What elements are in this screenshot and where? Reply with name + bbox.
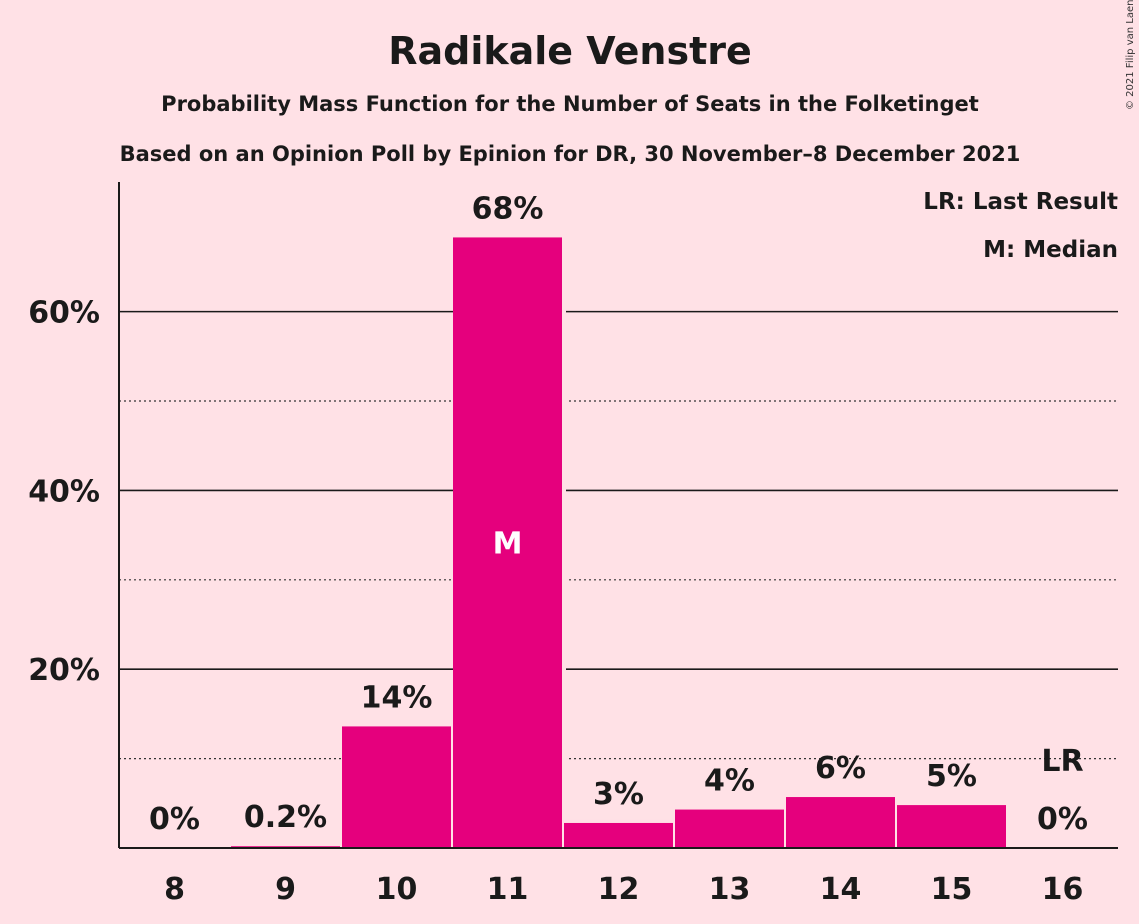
x-tick-label: 16 (1042, 872, 1084, 907)
chart-source-subtitle: Based on an Opinion Poll by Epinion for … (120, 142, 1021, 166)
bar-value-label: 6% (815, 751, 866, 786)
x-tick-label: 8 (164, 872, 185, 907)
axes (118, 182, 1118, 849)
last-result-marker: LR (1041, 744, 1083, 779)
y-tick-label: 40% (28, 474, 100, 509)
median-marker: M (493, 527, 523, 562)
bar (675, 809, 784, 848)
bar-value-label: 68% (472, 191, 544, 226)
bar-value-label: 0% (149, 802, 200, 837)
copyright-text: © 2021 Filip van Laenen (1125, 0, 1136, 110)
chart-title: Radikale Venstre (388, 29, 752, 73)
x-tick-label: 13 (709, 872, 751, 907)
bars (231, 234, 1010, 848)
bar-halo (232, 843, 344, 848)
chart-subtitle: Probability Mass Function for the Number… (161, 92, 979, 116)
x-tick-label: 15 (931, 872, 973, 907)
bar-value-label: 0.2% (244, 800, 327, 835)
bar-value-label: 0% (1037, 802, 1088, 837)
bar (786, 797, 895, 848)
legend-last-result: LR: Last Result (923, 189, 1118, 215)
bar (453, 237, 562, 848)
bar-value-label: 4% (704, 764, 755, 799)
y-tick-label: 60% (28, 296, 100, 331)
legend-median: M: Median (983, 237, 1118, 263)
bar (564, 822, 673, 848)
bar-value-label: 14% (361, 680, 433, 715)
y-tick-label: 20% (28, 653, 100, 688)
bar (897, 805, 1006, 848)
gridlines: 20% 40% 60% (28, 296, 1118, 760)
data-labels: 0% 8 0.2% 9 14% 10 68% M 11 3% 12 4% 13 6% 14 5% 15 0% LR 1… (149, 191, 1088, 907)
bar (342, 726, 451, 848)
bar-value-label: 3% (593, 777, 644, 812)
x-tick-label: 10 (376, 872, 418, 907)
x-tick-label: 14 (820, 872, 862, 907)
x-tick-label: 12 (598, 872, 640, 907)
x-tick-label: 9 (275, 872, 296, 907)
bar-value-label: 5% (926, 759, 977, 794)
x-tick-label: 11 (487, 872, 529, 907)
